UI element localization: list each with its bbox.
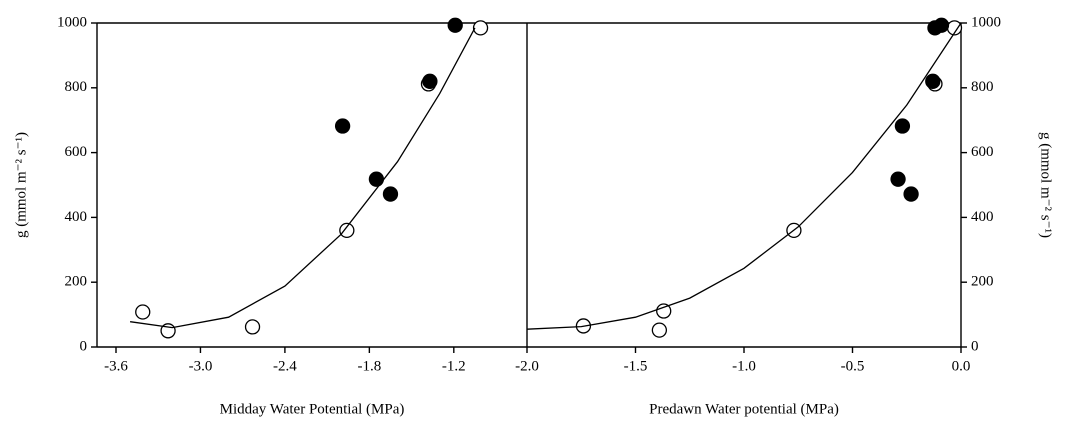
y-axis-label: g (mmol m⁻² s⁻¹) — [13, 132, 29, 238]
fit-line — [526, 22, 962, 330]
y-tick-label: 800 — [971, 79, 994, 95]
y-tick-label: 800 — [65, 79, 88, 95]
x-tick-label: -1.8 — [357, 358, 381, 374]
x-tick-label: -2.4 — [273, 358, 297, 374]
x-axis-label: Midday Water Potential (MPa) — [220, 401, 405, 417]
x-tick-label: -1.5 — [624, 358, 648, 374]
y-tick-label: 600 — [65, 144, 88, 160]
point — [135, 304, 151, 320]
y-tick-label: 1000 — [971, 14, 1001, 30]
point — [903, 186, 919, 202]
x-tick-label: -0.5 — [841, 358, 865, 374]
y-axis-label: g (mmol m⁻² s⁻¹) — [1038, 132, 1054, 238]
y-tick-label: 200 — [971, 274, 994, 290]
point — [339, 222, 355, 239]
x-tick-label: -2.0 — [515, 358, 539, 374]
y-tick-label: 0 — [80, 338, 88, 354]
y-tick-label: 400 — [65, 209, 88, 225]
point — [422, 73, 438, 89]
point — [933, 17, 950, 33]
point — [651, 322, 668, 338]
point — [925, 73, 941, 89]
y-tick-label: 0 — [971, 338, 979, 354]
point — [244, 319, 261, 335]
x-tick-label: -3.6 — [104, 358, 128, 374]
y-tick-label: 1000 — [57, 14, 87, 30]
x-tick-label: 0.0 — [952, 358, 971, 374]
x-tick-label: -3.0 — [189, 358, 213, 374]
point — [656, 303, 672, 319]
point — [472, 20, 489, 36]
point — [447, 17, 463, 33]
y-tick-label: 400 — [971, 209, 994, 225]
fit-line — [130, 27, 476, 329]
x-axis-label: Predawn Water potential (MPa) — [649, 401, 839, 417]
y-tick-label: 200 — [65, 274, 88, 290]
point — [368, 171, 385, 187]
point — [334, 118, 351, 134]
y-tick-label: 600 — [971, 144, 994, 160]
point — [382, 186, 399, 202]
x-tick-label: -1.0 — [732, 358, 756, 374]
point — [894, 118, 911, 134]
x-tick-label: -1.2 — [442, 358, 466, 374]
point — [890, 171, 906, 187]
